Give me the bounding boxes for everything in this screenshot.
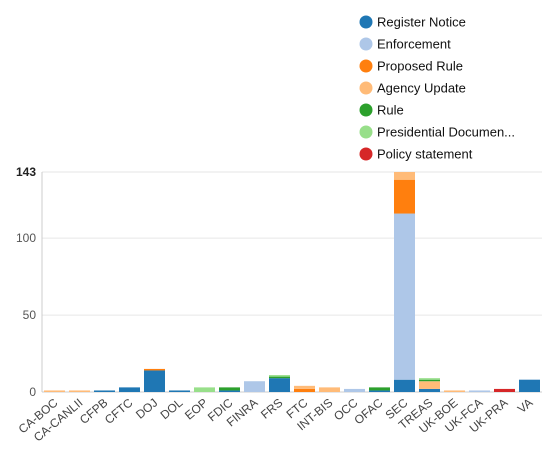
bar-OFAC-4[interactable] (369, 387, 390, 391)
x-tick-label-EOP: EOP (182, 396, 210, 423)
x-tick-label-OFAC: OFAC (351, 395, 385, 427)
bar-DOJ-2[interactable] (144, 368, 165, 371)
legend-marker-3[interactable] (359, 81, 373, 95)
legend-marker-5[interactable] (359, 125, 373, 139)
bar-SEC-2[interactable] (394, 179, 415, 214)
legend-label-6[interactable]: Policy statement (377, 147, 473, 162)
bar-FDIC-0[interactable] (219, 390, 240, 392)
legend-label-3[interactable]: Agency Update (377, 81, 466, 96)
bar-CFPB-0[interactable] (94, 390, 115, 392)
bar-FRS-5[interactable] (269, 375, 290, 377)
bar-FINRA-1[interactable] (244, 381, 265, 392)
legend: Register Notice Enforcement Proposed Rule A… (359, 15, 515, 162)
bar-DOL-0[interactable] (169, 390, 190, 392)
bar-FDIC-4[interactable] (219, 387, 240, 391)
y-tick-label-50: 50 (23, 308, 37, 322)
x-tick-label-DOJ: DOJ (133, 396, 160, 422)
x-tick-label-CFPB: CFPB (77, 396, 111, 427)
bar-TREAS-5[interactable] (419, 378, 440, 380)
bar-FRS-0[interactable] (269, 378, 290, 392)
legend-label-4[interactable]: Rule (377, 103, 404, 118)
bars (44, 172, 540, 392)
bar-SEC-1[interactable] (394, 213, 415, 380)
x-axis: CA-BOCCA-CANLIICFPBCFTCDOJDOLEOPFDICFINR… (16, 395, 536, 444)
bar-FTC-3[interactable] (294, 385, 315, 389)
legend-label-0[interactable]: Register Notice (377, 15, 466, 30)
x-tick-label-CFTC: CFTC (102, 395, 136, 427)
x-tick-label-FRS: FRS (258, 396, 285, 422)
x-tick-label-VA: VA (515, 396, 536, 416)
bar-SEC-0[interactable] (394, 379, 415, 392)
bar-CA-CANLII-3[interactable] (69, 390, 90, 392)
x-tick-label-DOL: DOL (158, 395, 186, 422)
legend-marker-2[interactable] (359, 59, 373, 73)
gridlines (42, 171, 542, 393)
y-tick-label-100: 100 (16, 231, 36, 245)
legend-label-2[interactable]: Proposed Rule (377, 59, 463, 74)
bar-VA-0[interactable] (519, 379, 540, 392)
legend-marker-0[interactable] (359, 15, 373, 29)
bar-FTC-2[interactable] (294, 388, 315, 392)
y-tick-label-143: 143 (16, 165, 36, 179)
y-tick-label-0: 0 (29, 385, 36, 399)
bar-SEC-3[interactable] (394, 172, 415, 180)
legend-marker-6[interactable] (359, 147, 373, 161)
legend-label-5[interactable]: Presidential Documen... (377, 125, 515, 140)
bar-EOP-5[interactable] (194, 387, 215, 392)
bar-UK-BOE-3[interactable] (444, 390, 465, 392)
bar-CFTC-0[interactable] (119, 387, 140, 392)
bar-OCC-1[interactable] (344, 388, 365, 392)
bar-TREAS-3[interactable] (419, 381, 440, 389)
bar-DOJ-0[interactable] (144, 370, 165, 392)
legend-marker-4[interactable] (359, 103, 373, 117)
bar-TREAS-4[interactable] (419, 379, 440, 382)
bar-OFAC-0[interactable] (369, 390, 390, 392)
legend-label-1[interactable]: Enforcement (377, 37, 451, 52)
bar-INT-BIS-3[interactable] (319, 387, 340, 392)
bar-UK-PRA-6[interactable] (494, 388, 515, 392)
bar-CA-BOC-3[interactable] (44, 390, 65, 392)
legend-marker-1[interactable] (359, 37, 373, 51)
bar-TREAS-0[interactable] (419, 388, 440, 392)
bar-UK-FCA-1[interactable] (469, 390, 490, 392)
bar-FRS-4[interactable] (269, 376, 290, 379)
y-axis: 0 50 100 143 (16, 165, 43, 399)
